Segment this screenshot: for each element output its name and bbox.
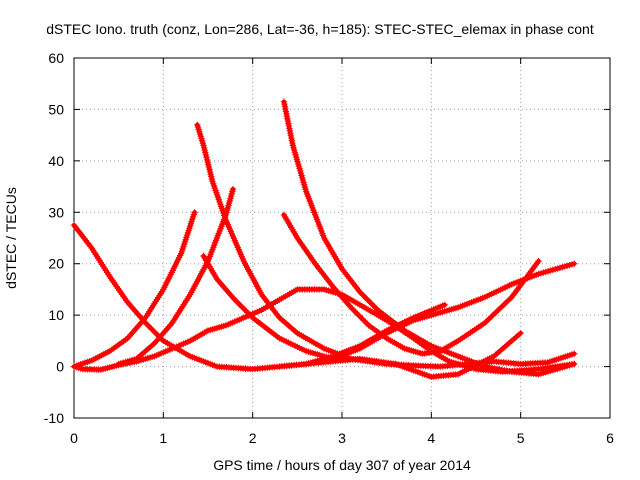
series-6-markers — [280, 98, 578, 378]
x-tick-label: 6 — [606, 430, 614, 446]
series-8 — [276, 301, 448, 370]
y-axis-label: dSTEC / TECUs — [3, 187, 19, 289]
series-6-track — [281, 99, 577, 377]
x-tick-label: 4 — [427, 430, 435, 446]
series-3 — [115, 185, 237, 368]
y-tick-label: 30 — [48, 204, 64, 220]
series-3-markers — [115, 185, 237, 368]
series-5 — [200, 252, 578, 363]
series-5-track — [201, 253, 577, 362]
series-6 — [280, 98, 578, 378]
x-tick-label: 0 — [70, 430, 78, 446]
grid — [74, 58, 610, 418]
series-4-markers — [194, 121, 578, 370]
chart-title: dSTEC Iono. truth (conz, Lon=286, Lat=-3… — [46, 21, 594, 37]
x-axis-label: GPS time / hours of day 307 of year 2014 — [213, 457, 471, 473]
y-tick-label: 20 — [48, 256, 64, 272]
x-tick-label: 5 — [517, 430, 525, 446]
y-tick-label: 10 — [48, 307, 64, 323]
x-tick-label: 2 — [249, 430, 257, 446]
y-tick-label: -10 — [44, 410, 64, 426]
series-8-markers — [276, 301, 448, 370]
x-tick-label: 1 — [159, 430, 167, 446]
series-5-markers — [200, 252, 578, 363]
y-tick-label: 40 — [48, 153, 64, 169]
y-tick-label: 60 — [48, 50, 64, 66]
y-tick-label: 50 — [48, 101, 64, 117]
axis-ticks: 0 1 2 3 4 5 6 -10 0 10 20 30 40 50 60 — [44, 50, 614, 446]
series-1-track — [71, 210, 197, 369]
series-1-markers — [70, 209, 198, 370]
series-1 — [70, 209, 198, 370]
x-tick-label: 3 — [338, 430, 346, 446]
y-tick-label: 0 — [56, 359, 64, 375]
series-group — [70, 98, 578, 381]
